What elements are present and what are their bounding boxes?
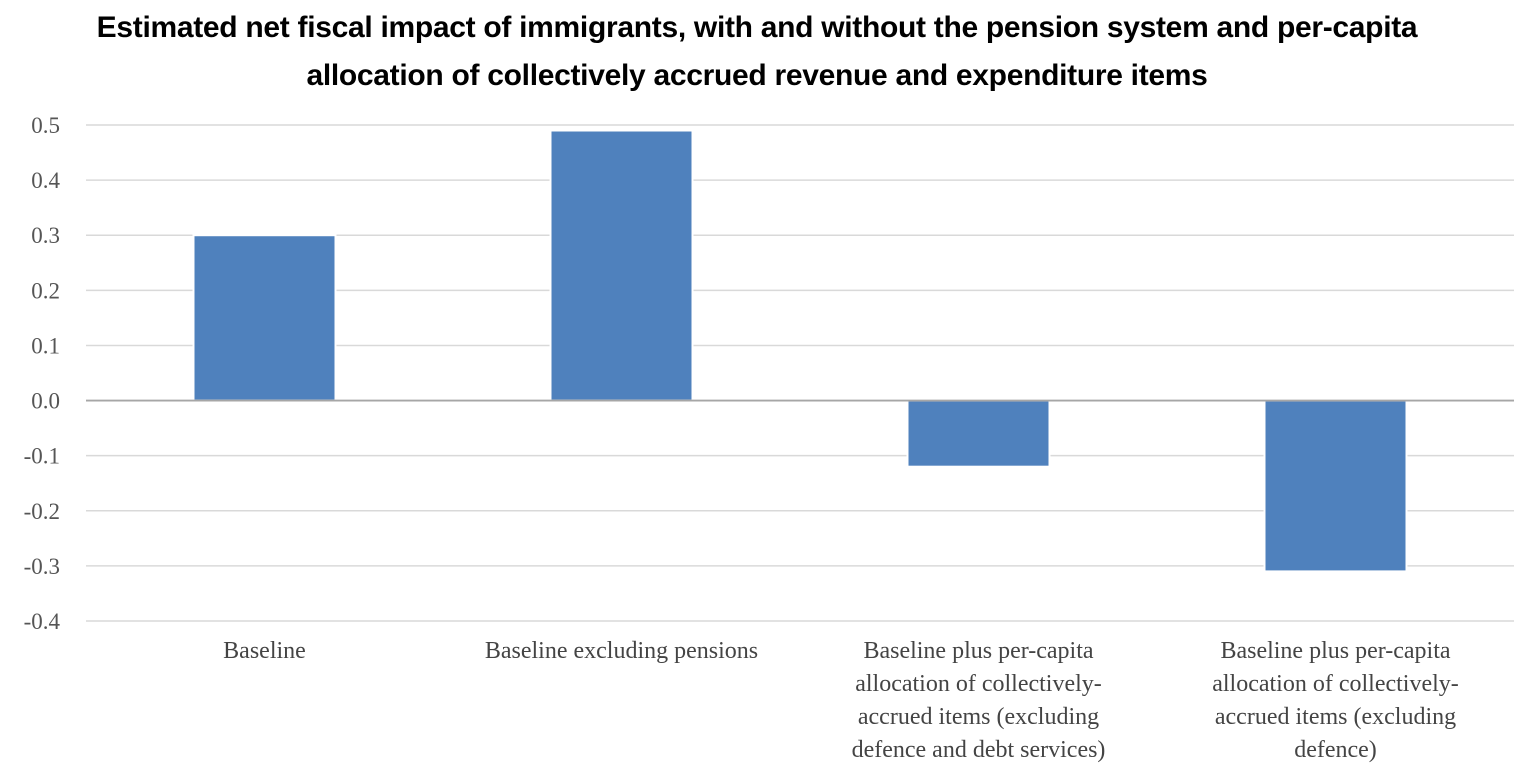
y-tick-label: 0.3 [31, 223, 60, 248]
x-category-label: Baseline excluding pensions [485, 638, 758, 664]
y-tick-label: -0.1 [24, 444, 60, 469]
y-tick-label: 0.0 [31, 389, 60, 414]
y-tick-label: 0.1 [31, 333, 60, 358]
x-category-label: Baseline [223, 638, 306, 664]
chart-title-line-1: Estimated net fiscal impact of immigrant… [96, 11, 1418, 44]
y-tick-label: 0.5 [31, 113, 60, 138]
bar [1263, 399, 1408, 573]
bar [549, 129, 694, 402]
x-category-label: Baseline plus per-capita allocation of co… [852, 638, 1106, 763]
bar-layer [192, 129, 1408, 573]
y-tick-label: 0.2 [31, 278, 60, 303]
bar [192, 234, 337, 402]
x-category-label: Baseline plus per-capita allocation of co… [1212, 638, 1459, 763]
y-tick-label: -0.2 [24, 499, 60, 524]
x-axis-categories: Baseline Baseline excluding pensions Basel… [223, 638, 1459, 763]
y-axis-ticks: 0.5 0.4 0.3 0.2 0.1 0.0 -0.1 -0.2 -0.3 -0.4 [24, 113, 61, 634]
chart-title-line-2: allocation of collectively accrued reven… [306, 59, 1208, 92]
y-tick-label: -0.3 [24, 554, 60, 579]
chart-title: Estimated net fiscal impact of immigrant… [0, 4, 1514, 100]
y-tick-label: 0.4 [31, 168, 60, 193]
y-tick-label: -0.4 [24, 609, 61, 634]
bar [906, 399, 1051, 468]
